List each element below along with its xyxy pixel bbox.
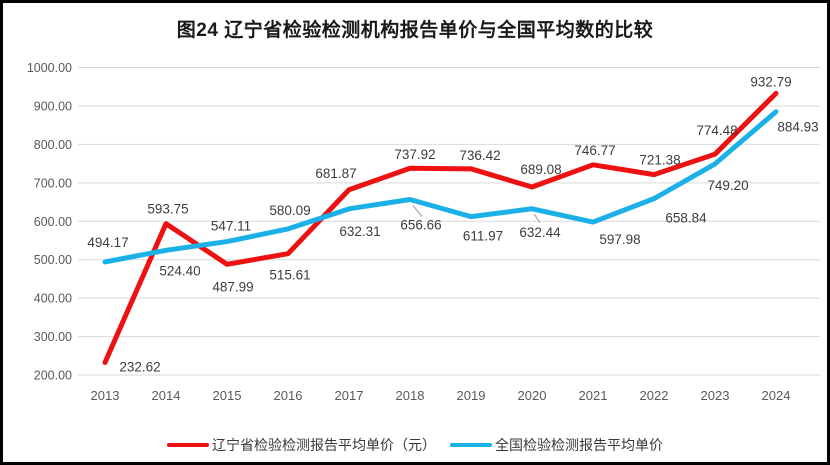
series-line-0: [102, 90, 779, 365]
data-label: 487.99: [212, 279, 253, 294]
label-leader-line: [412, 205, 423, 217]
x-axis-tick-label: 2015: [213, 388, 242, 403]
y-axis-tick-label: 400.00: [34, 292, 72, 306]
legend-swatch-national-icon: [450, 443, 492, 447]
x-axis-tick-label: 2020: [518, 388, 547, 403]
legend-swatch-liaoning-icon: [167, 443, 209, 447]
data-label: 884.93: [777, 120, 818, 135]
legend-item-liaoning: 辽宁省检验检测报告平均单价（元）: [167, 435, 436, 455]
data-label: 593.75: [147, 202, 188, 217]
x-axis-tick-label: 2018: [396, 388, 425, 403]
x-axis-tick-label: 2022: [640, 388, 669, 403]
data-label: 689.08: [520, 162, 561, 177]
legend-label-liaoning: 辽宁省检验检测报告平均单价（元）: [212, 437, 436, 453]
x-axis-tick-label: 2024: [762, 388, 791, 403]
data-label: 721.38: [639, 153, 680, 168]
data-label: 746.77: [574, 143, 615, 158]
data-label: 524.40: [159, 263, 200, 278]
y-axis-tick-label: 800.00: [34, 138, 72, 152]
data-label: 632.44: [519, 225, 561, 240]
data-label: 232.62: [119, 359, 160, 374]
chart-title: 图24 辽宁省检验检测机构报告单价与全国平均数的比较: [176, 20, 654, 41]
data-label: 737.92: [394, 147, 435, 162]
data-label: 611.97: [463, 229, 503, 244]
chart-legend: 辽宁省检验检测报告平均单价（元） 全国检验检测报告平均单价: [3, 435, 827, 455]
legend-label-national: 全国检验检测报告平均单价: [495, 437, 663, 453]
x-axis-tick-label: 2014: [152, 388, 181, 403]
y-axis-tick-label: 200.00: [34, 369, 72, 383]
x-axis-tick-label: 2023: [701, 388, 730, 403]
data-label: 736.42: [459, 148, 500, 163]
data-label: 658.84: [665, 211, 707, 226]
data-label: 597.98: [599, 232, 640, 247]
x-axis-tick-label: 2016: [274, 388, 303, 403]
data-label: 774.48: [696, 123, 737, 138]
label-leader-line: [533, 213, 541, 224]
y-axis-tick-label: 1000.00: [27, 61, 72, 75]
data-label: 632.31: [339, 224, 380, 239]
y-axis-tick-label: 700.00: [34, 176, 72, 190]
y-axis-tick-label: 900.00: [34, 99, 72, 113]
data-label: 547.11: [211, 219, 251, 234]
y-axis-tick-label: 500.00: [34, 253, 72, 267]
data-label: 656.66: [400, 217, 441, 232]
x-axis-tick-label: 2013: [91, 388, 120, 403]
legend-item-national: 全国检验检测报告平均单价: [450, 435, 663, 455]
data-label: 494.17: [87, 235, 128, 250]
x-axis-tick-label: 2017: [335, 388, 364, 403]
series-line-1: [102, 109, 779, 265]
data-label: 580.09: [269, 203, 310, 218]
data-label: 932.79: [750, 74, 791, 89]
x-axis-tick-label: 2021: [579, 388, 608, 403]
data-label: 515.61: [269, 268, 310, 283]
x-axis-tick-label: 2019: [457, 388, 486, 403]
data-label: 681.87: [315, 166, 356, 181]
line-chart-plot: 200.00 300.00 400.00 500.00 600.00 700.00 800.…: [27, 61, 820, 403]
data-label: 749.20: [707, 178, 748, 193]
y-axis-tick-label: 300.00: [34, 330, 72, 344]
y-axis-tick-label: 600.00: [34, 215, 72, 229]
